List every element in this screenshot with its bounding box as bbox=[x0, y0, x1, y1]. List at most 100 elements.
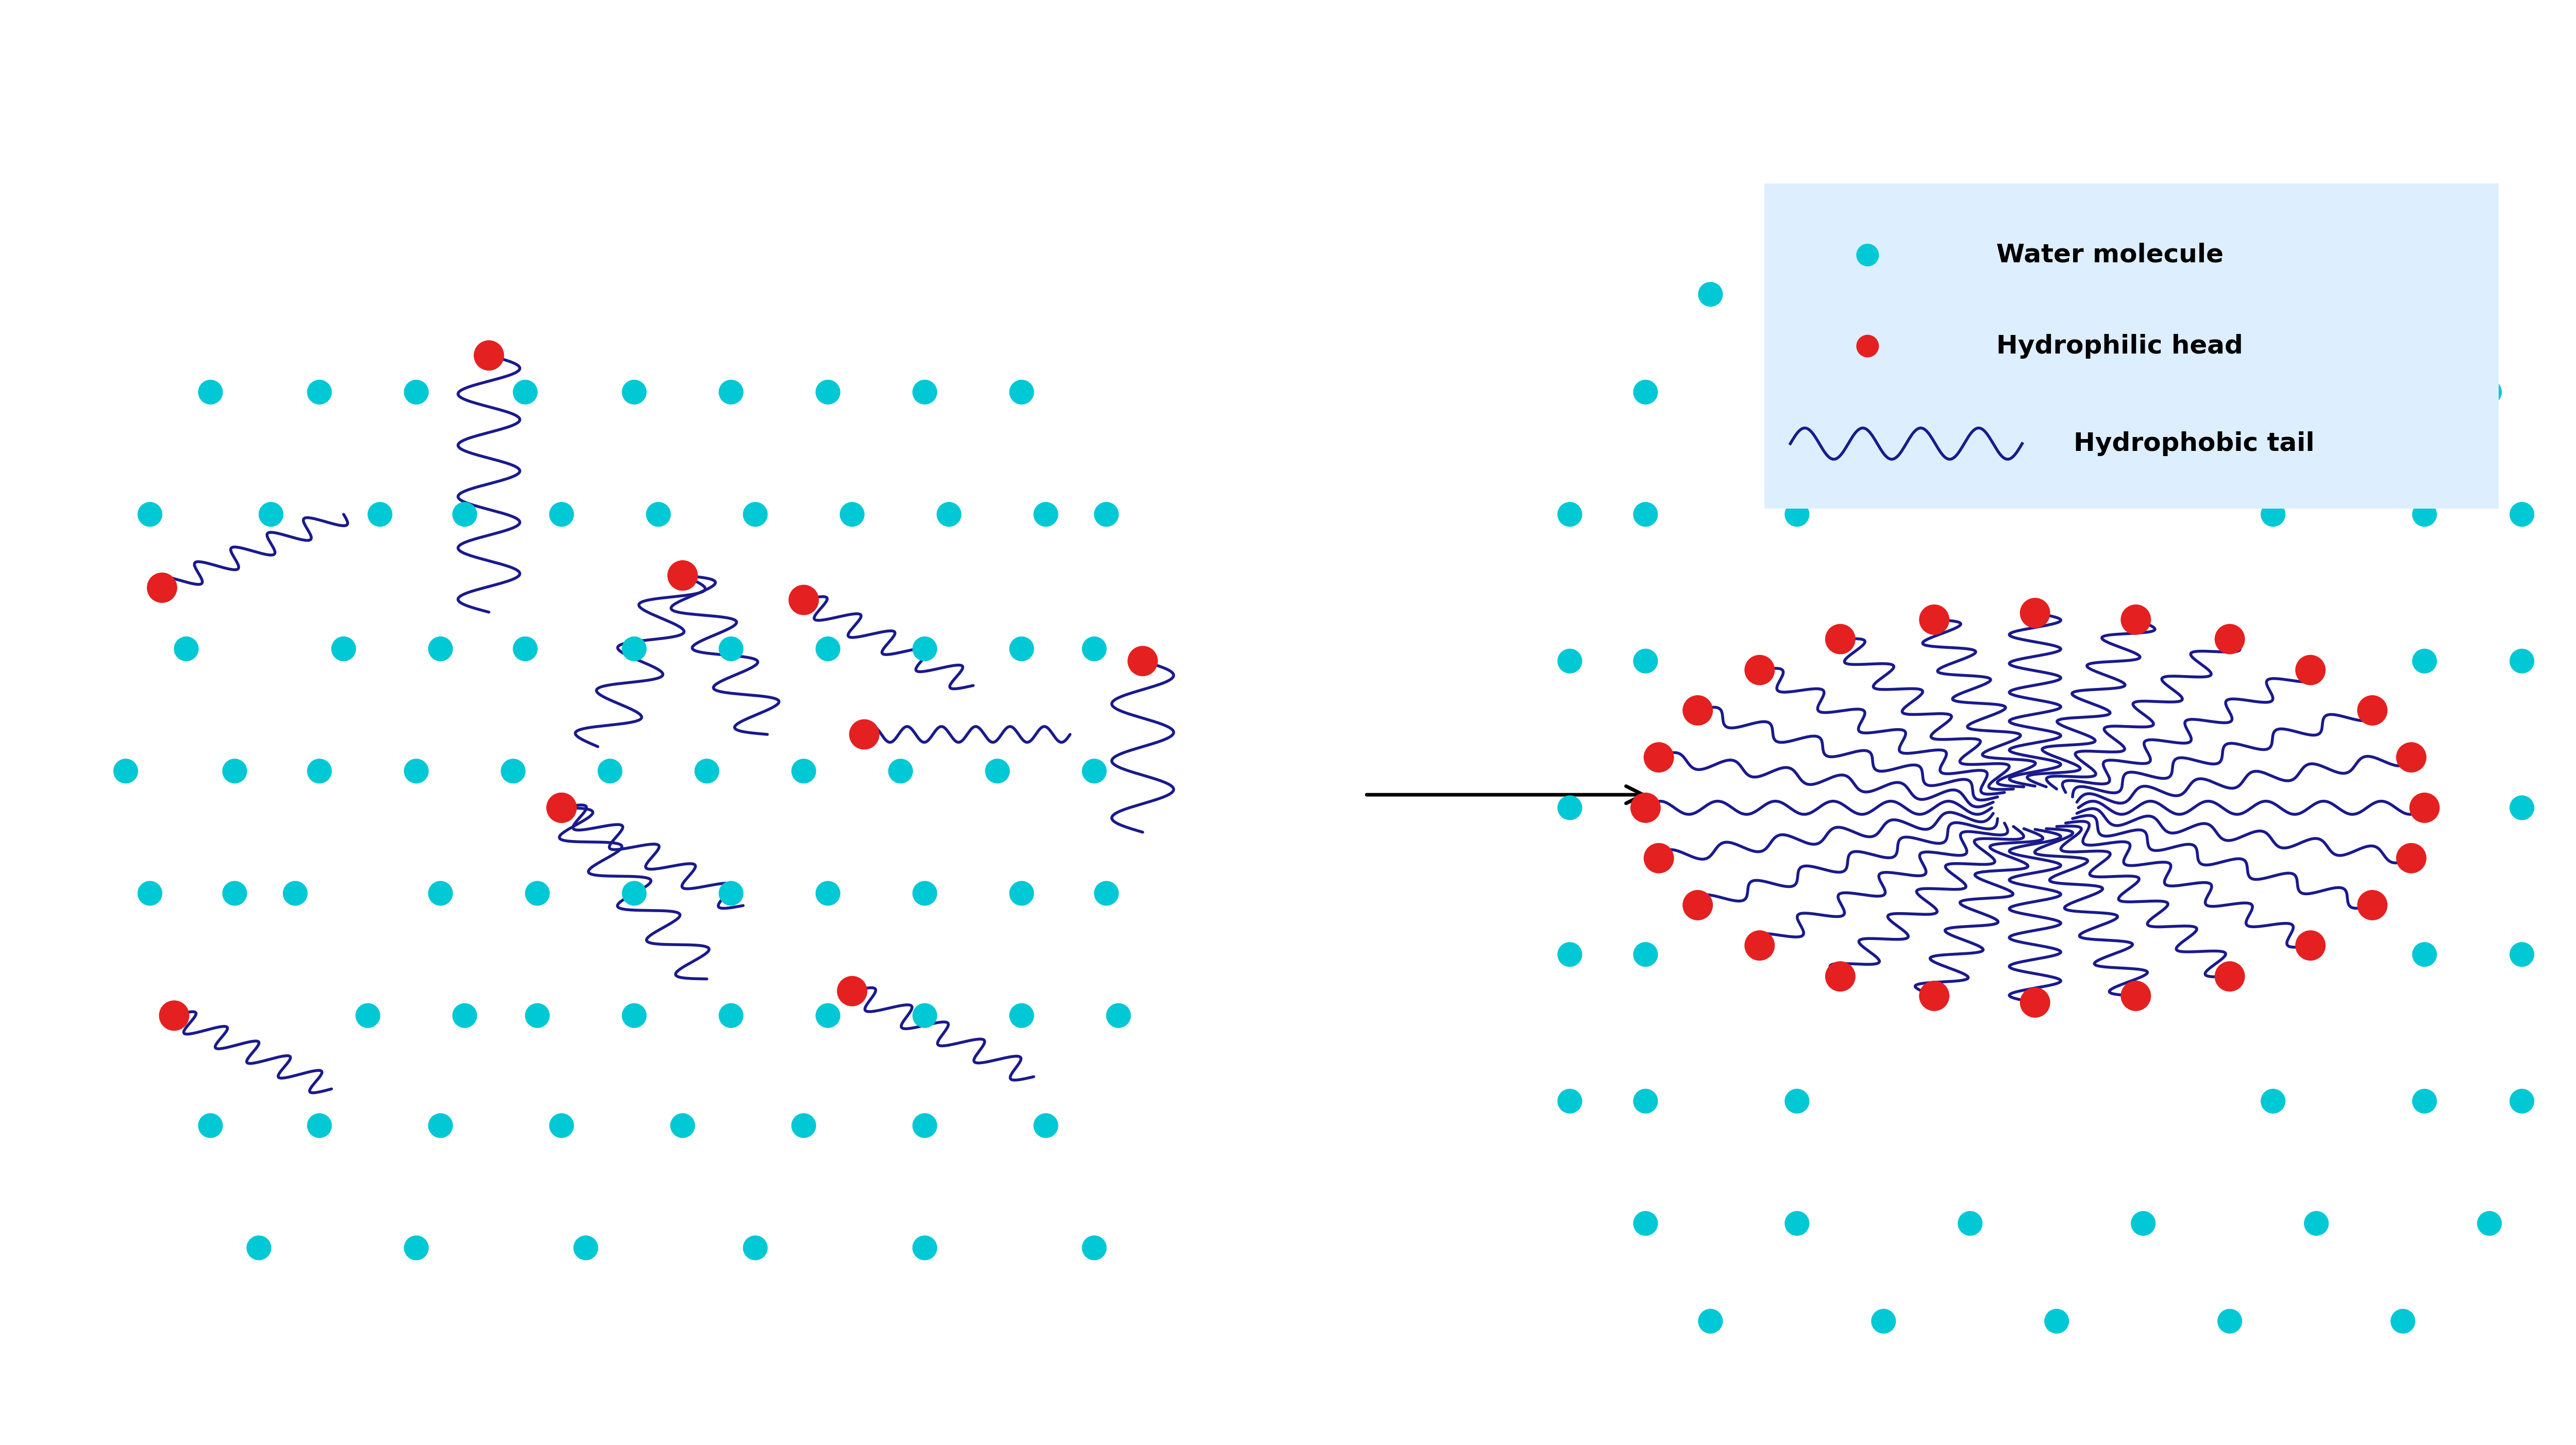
Point bbox=[1819, 627, 1860, 650]
Point bbox=[1690, 1309, 1731, 1332]
Point bbox=[734, 503, 775, 526]
Point bbox=[1548, 796, 1589, 819]
Point bbox=[191, 380, 232, 403]
Point bbox=[1097, 1004, 1139, 1027]
Text: Micelle formation: Micelle formation bbox=[1033, 48, 1543, 97]
Point bbox=[1074, 637, 1115, 660]
Point bbox=[443, 503, 484, 526]
Point bbox=[1074, 1237, 1115, 1260]
Point bbox=[1548, 649, 1589, 672]
Point bbox=[2290, 659, 2331, 682]
Point bbox=[443, 1004, 484, 1027]
Point bbox=[832, 503, 873, 526]
Point bbox=[711, 881, 752, 905]
Point bbox=[237, 1237, 278, 1260]
Point bbox=[1950, 380, 1991, 403]
Point bbox=[1002, 637, 1043, 660]
Point bbox=[806, 1004, 848, 1027]
Point bbox=[904, 1114, 945, 1137]
Point bbox=[397, 1237, 438, 1260]
Point bbox=[358, 503, 402, 526]
Point bbox=[1002, 1004, 1043, 1027]
Point bbox=[1847, 243, 1888, 266]
Point bbox=[420, 1114, 461, 1137]
Point bbox=[214, 760, 255, 783]
Point bbox=[1677, 893, 1718, 916]
Point bbox=[299, 380, 340, 403]
Point bbox=[2391, 847, 2432, 870]
Point bbox=[2501, 1090, 2543, 1113]
Point bbox=[2352, 699, 2393, 722]
Point bbox=[322, 637, 363, 660]
Point bbox=[711, 380, 752, 403]
Point bbox=[2403, 796, 2445, 819]
Point bbox=[613, 881, 654, 905]
Point bbox=[2115, 984, 2156, 1007]
Point bbox=[564, 1237, 605, 1260]
Point bbox=[881, 760, 922, 783]
Point bbox=[155, 1004, 196, 1027]
Point bbox=[1625, 944, 1667, 967]
Point bbox=[2251, 503, 2293, 526]
Point bbox=[927, 503, 969, 526]
Point bbox=[1914, 608, 1955, 631]
Point bbox=[2468, 1212, 2509, 1235]
Point bbox=[1914, 984, 1955, 1007]
Point bbox=[904, 1004, 945, 1027]
Point bbox=[299, 1114, 340, 1137]
Point bbox=[2501, 503, 2543, 526]
Point bbox=[711, 637, 752, 660]
Point bbox=[783, 760, 824, 783]
Point bbox=[2115, 608, 2156, 631]
Point bbox=[845, 722, 886, 746]
Point bbox=[734, 1237, 775, 1260]
Point bbox=[1025, 503, 1066, 526]
Point bbox=[2383, 283, 2424, 306]
Point bbox=[2210, 627, 2251, 650]
Point bbox=[1777, 1090, 1819, 1113]
Point bbox=[1002, 380, 1043, 403]
Text: Water molecule: Water molecule bbox=[1996, 243, 2223, 267]
Point bbox=[469, 344, 510, 367]
Point bbox=[1002, 881, 1043, 905]
Point bbox=[1777, 503, 1819, 526]
Point bbox=[1739, 659, 1780, 682]
Point bbox=[685, 760, 726, 783]
Point bbox=[1084, 881, 1126, 905]
Text: Hydrophobic tail: Hydrophobic tail bbox=[2074, 431, 2316, 457]
Point bbox=[165, 637, 206, 660]
Point bbox=[518, 881, 559, 905]
Point bbox=[1625, 380, 1667, 403]
Point bbox=[662, 564, 703, 587]
Point bbox=[129, 881, 170, 905]
Point bbox=[2123, 1212, 2164, 1235]
Point bbox=[2290, 933, 2331, 957]
Point bbox=[1625, 796, 1667, 819]
Point bbox=[518, 1004, 559, 1027]
Point bbox=[1847, 334, 1888, 357]
Point bbox=[2403, 1090, 2445, 1113]
Point bbox=[348, 1004, 389, 1027]
Point bbox=[1777, 1212, 1819, 1235]
Point bbox=[106, 760, 147, 783]
Point bbox=[1677, 699, 1718, 722]
Text: Hydrophilic head: Hydrophilic head bbox=[1996, 334, 2244, 358]
Point bbox=[2468, 380, 2509, 403]
Point bbox=[1074, 760, 1115, 783]
Point bbox=[1625, 1090, 1667, 1113]
Point bbox=[541, 796, 582, 819]
Point bbox=[1123, 649, 1164, 672]
Point bbox=[2383, 1309, 2424, 1332]
Bar bbox=[1765, 184, 2499, 509]
Point bbox=[976, 760, 1018, 783]
Point bbox=[2403, 944, 2445, 967]
Point bbox=[505, 380, 546, 403]
Point bbox=[1862, 283, 1904, 306]
Point bbox=[1548, 944, 1589, 967]
Point bbox=[505, 637, 546, 660]
Point bbox=[2295, 1212, 2336, 1235]
Point bbox=[2501, 944, 2543, 967]
Point bbox=[142, 577, 183, 600]
Point bbox=[420, 637, 461, 660]
Point bbox=[492, 760, 533, 783]
